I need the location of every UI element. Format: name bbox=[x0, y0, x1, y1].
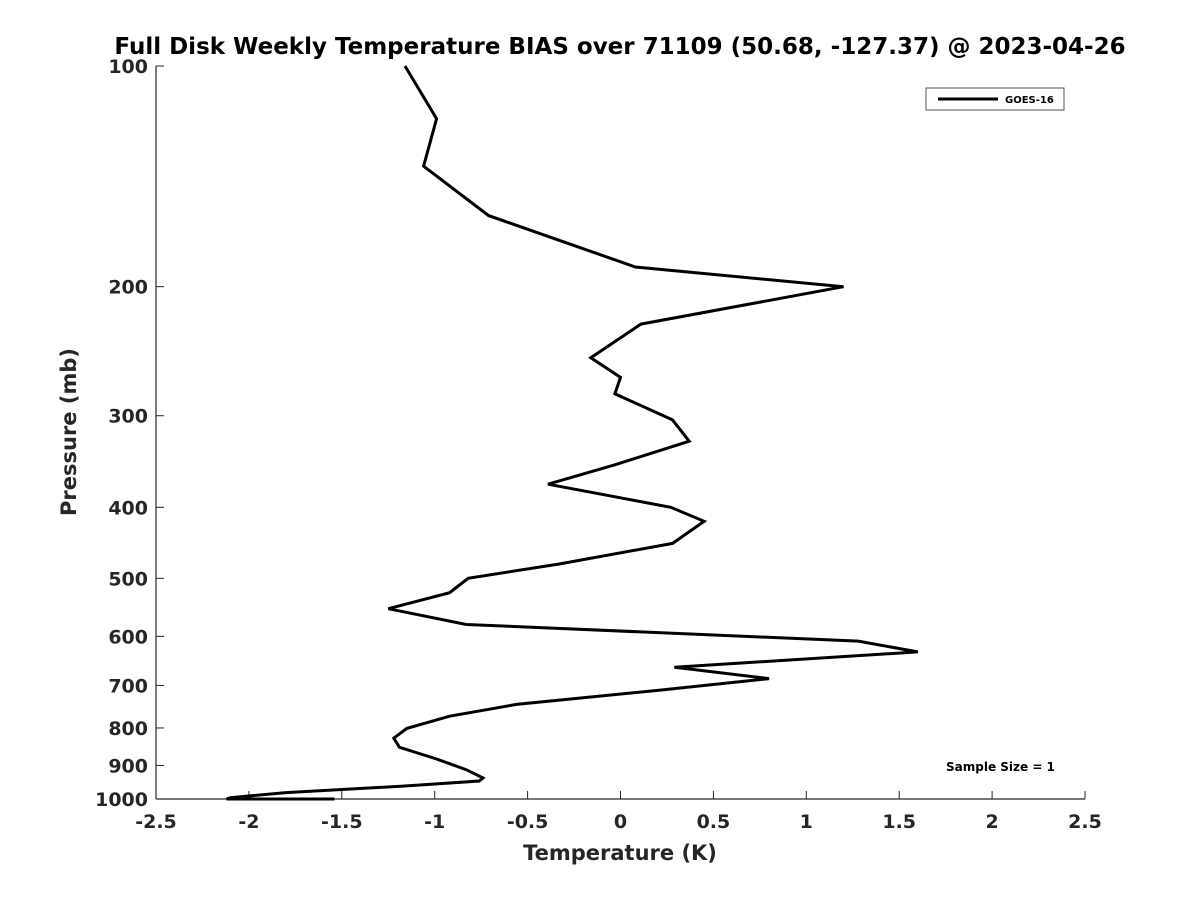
y-tick-label: 1000 bbox=[95, 789, 148, 811]
series-layer bbox=[226, 65, 919, 801]
y-tick-label: 100 bbox=[108, 56, 148, 78]
y-tick-label: 700 bbox=[108, 675, 148, 697]
x-tick-label: 1 bbox=[800, 811, 813, 833]
y-tick-label: 800 bbox=[108, 718, 148, 740]
x-tick-label: -2 bbox=[238, 811, 259, 833]
x-tick-label: 0.5 bbox=[697, 811, 731, 833]
legend-label-goes-16: GOES-16 bbox=[1005, 95, 1054, 106]
sample-size-annotation: Sample Size = 1 bbox=[946, 760, 1055, 774]
y-tick-label: 900 bbox=[108, 755, 148, 777]
x-tick-label: 1.5 bbox=[882, 811, 916, 833]
chart-title: Full Disk Weekly Temperature BIAS over 7… bbox=[114, 34, 1125, 60]
x-tick-label: -1 bbox=[424, 811, 445, 833]
x-axis-label: Temperature (K) bbox=[523, 841, 717, 865]
series-line-goes-16 bbox=[226, 65, 919, 801]
y-tick-label: 400 bbox=[108, 497, 148, 519]
x-tick-label: -2.5 bbox=[135, 811, 177, 833]
y-tick-label: 200 bbox=[108, 277, 148, 299]
y-tick-label: 500 bbox=[108, 568, 148, 590]
x-tick-label: -1.5 bbox=[321, 811, 363, 833]
y-tick-label: 600 bbox=[108, 626, 148, 648]
x-tick-label: 0 bbox=[614, 811, 627, 833]
y-ticks: 100 200 300 400 500 600 700 800 900 1000 bbox=[95, 56, 164, 811]
x-tick-label: 2 bbox=[985, 811, 998, 833]
x-ticks: -2.5 -2 -1.5 -1 -0.5 0 0.5 1 1.5 2 2.5 bbox=[135, 791, 1102, 833]
x-tick-label: 2.5 bbox=[1068, 811, 1102, 833]
y-tick-label: 300 bbox=[108, 406, 148, 428]
y-axis-label: Pressure (mb) bbox=[57, 348, 81, 516]
x-tick-label: -0.5 bbox=[507, 811, 549, 833]
legend: GOES-16 bbox=[925, 87, 1065, 111]
